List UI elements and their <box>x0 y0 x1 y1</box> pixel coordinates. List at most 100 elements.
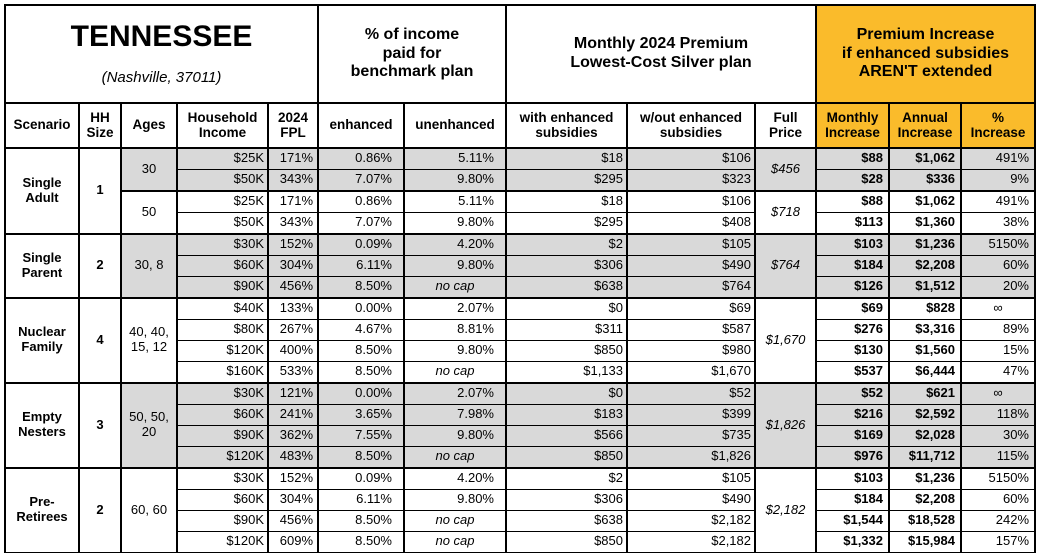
cell-pct-increase: 5150% <box>960 466 1036 490</box>
cell-unenhanced-pct: 5.11% <box>403 146 507 170</box>
cell-unenhanced-pct: no cap <box>403 445 507 469</box>
cell-annual-increase: $336 <box>888 168 962 192</box>
cell-scenario: Single Adult <box>4 146 80 235</box>
cell-household-income: $90K <box>176 424 269 447</box>
cell-fpl: 362% <box>267 424 319 447</box>
cell-fpl: 343% <box>267 211 319 235</box>
increase-group-header: Premium Increase if enhanced subsidies A… <box>815 4 1036 104</box>
cell-with-subsidies: $311 <box>505 318 628 341</box>
cell-enhanced-pct: 4.67% <box>317 318 405 341</box>
cell-monthly-increase: $184 <box>815 488 890 511</box>
cell-wout-subsidies: $408 <box>626 211 756 235</box>
cell-household-income: $50K <box>176 211 269 235</box>
cell-with-subsidies: $566 <box>505 424 628 447</box>
cell-pct-increase: 15% <box>960 339 1036 362</box>
cell-household-income: $60K <box>176 488 269 511</box>
cell-monthly-increase: $1,332 <box>815 530 890 553</box>
cell-wout-subsidies: $105 <box>626 232 756 256</box>
table-row: $60K 304% 6.11% 9.80% $306 $490 $184 $2,208 60% <box>5 488 1036 511</box>
cell-fpl: 152% <box>267 232 319 256</box>
col-header-income: Household Income <box>176 101 269 149</box>
cell-wout-subsidies: $980 <box>626 339 756 362</box>
cell-household-income: $90K <box>176 275 269 299</box>
cell-enhanced-pct: 6.11% <box>317 488 405 511</box>
state-title: TENNESSEE <box>70 19 253 53</box>
cell-enhanced-pct: 8.50% <box>317 530 405 553</box>
cell-fpl: 171% <box>267 189 319 213</box>
cell-fpl: 171% <box>267 146 319 170</box>
cell-household-income: $30K <box>176 381 269 405</box>
cell-pct-increase: 30% <box>960 424 1036 447</box>
table-row: Pre- Retirees 2 60, 60 $30K 152% 0.09% 4.20% $2… <box>4 466 1036 553</box>
col-header-annual-increase: Annual Increase <box>888 101 962 149</box>
cell-wout-subsidies: $69 <box>626 296 756 320</box>
cell-annual-increase: $1,560 <box>888 339 962 362</box>
cell-full-price: $1,670 <box>754 296 817 384</box>
cell-enhanced-pct: 7.07% <box>317 168 405 192</box>
cell-scenario: Single Parent <box>4 232 80 299</box>
cell-fpl: 483% <box>267 445 319 469</box>
col-header-full-price: Full Price <box>754 101 817 149</box>
cell-monthly-increase: $216 <box>815 403 890 426</box>
table-row: $90K 456% 8.50% no cap $638 $764 $126 $1,512 20% <box>5 275 1036 299</box>
cell-wout-subsidies: $105 <box>626 466 756 490</box>
cell-with-subsidies: $0 <box>505 381 628 405</box>
cell-pct-increase: 491% <box>960 146 1036 170</box>
cell-annual-increase: $1,236 <box>888 466 962 490</box>
cell-annual-increase: $2,592 <box>888 403 962 426</box>
cell-annual-increase: $18,528 <box>888 509 962 532</box>
cell-unenhanced-pct: 5.11% <box>403 189 507 213</box>
col-header-monthly-increase: Monthly Increase <box>815 101 890 149</box>
cell-unenhanced-pct: no cap <box>403 275 507 299</box>
cell-household-income: $60K <box>176 403 269 426</box>
cell-wout-subsidies: $399 <box>626 403 756 426</box>
cell-annual-increase: $1,062 <box>888 146 962 170</box>
cell-wout-subsidies: $1,670 <box>626 360 756 384</box>
cell-enhanced-pct: 8.50% <box>317 360 405 384</box>
cell-pct-increase: 157% <box>960 530 1036 553</box>
cell-household-income: $120K <box>176 339 269 362</box>
cell-fpl: 121% <box>267 381 319 405</box>
table-row: $120K 400% 8.50% 9.80% $850 $980 $130 $1,560 15% <box>5 339 1036 362</box>
cell-unenhanced-pct: 2.07% <box>403 381 507 405</box>
cell-fpl: 343% <box>267 168 319 192</box>
cell-monthly-increase: $130 <box>815 339 890 362</box>
cell-enhanced-pct: 0.86% <box>317 189 405 213</box>
cell-enhanced-pct: 8.50% <box>317 275 405 299</box>
cell-household-income: $90K <box>176 509 269 532</box>
cell-with-subsidies: $306 <box>505 488 628 511</box>
cell-full-price: $764 <box>754 232 817 299</box>
col-header-scenario: Scenario <box>4 101 80 149</box>
col-header-hh-size: HH Size <box>78 101 122 149</box>
cell-enhanced-pct: 0.86% <box>317 146 405 170</box>
table-row: Nuclear Family 4 40, 40, 15, 12 $40K 133% 0.0… <box>4 296 1036 384</box>
cell-wout-subsidies: $106 <box>626 189 756 213</box>
table-row: $60K 304% 6.11% 9.80% $306 $490 $184 $2,208 60% <box>5 254 1036 277</box>
cell-enhanced-pct: 0.00% <box>317 296 405 320</box>
cell-pct-increase: 9% <box>960 168 1036 192</box>
col-header-wout-subsidies: w/out enhanced subsidies <box>626 101 756 149</box>
cell-fpl: 533% <box>267 360 319 384</box>
cell-household-income: $25K <box>176 146 269 170</box>
table-row: $80K 267% 4.67% 8.81% $311 $587 $276 $3,316 89% <box>5 318 1036 341</box>
cell-enhanced-pct: 6.11% <box>317 254 405 277</box>
cell-enhanced-pct: 0.09% <box>317 466 405 490</box>
state-subtitle: (Nashville, 37011) <box>101 69 222 87</box>
cell-wout-subsidies: $490 <box>626 254 756 277</box>
cell-enhanced-pct: 0.09% <box>317 232 405 256</box>
cell-unenhanced-pct: 9.80% <box>403 168 507 192</box>
cell-annual-increase: $2,208 <box>888 488 962 511</box>
cell-with-subsidies: $1,133 <box>505 360 628 384</box>
cell-unenhanced-pct: 9.80% <box>403 488 507 511</box>
cell-with-subsidies: $18 <box>505 146 628 170</box>
cell-monthly-increase: $52 <box>815 381 890 405</box>
cell-household-income: $120K <box>176 445 269 469</box>
cell-annual-increase: $1,360 <box>888 211 962 235</box>
cell-annual-increase: $1,236 <box>888 232 962 256</box>
cell-fpl: 267% <box>267 318 319 341</box>
table-row: $50K 343% 7.07% 9.80% $295 $408 $113 $1,360 38% <box>5 211 1036 235</box>
cell-enhanced-pct: 7.07% <box>317 211 405 235</box>
cell-annual-increase: $828 <box>888 296 962 320</box>
cell-scenario: Empty Nesters <box>4 381 80 469</box>
